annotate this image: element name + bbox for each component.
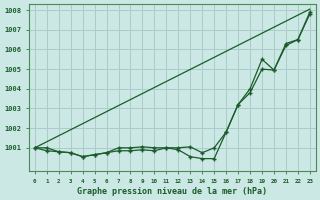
X-axis label: Graphe pression niveau de la mer (hPa): Graphe pression niveau de la mer (hPa) (77, 187, 267, 196)
